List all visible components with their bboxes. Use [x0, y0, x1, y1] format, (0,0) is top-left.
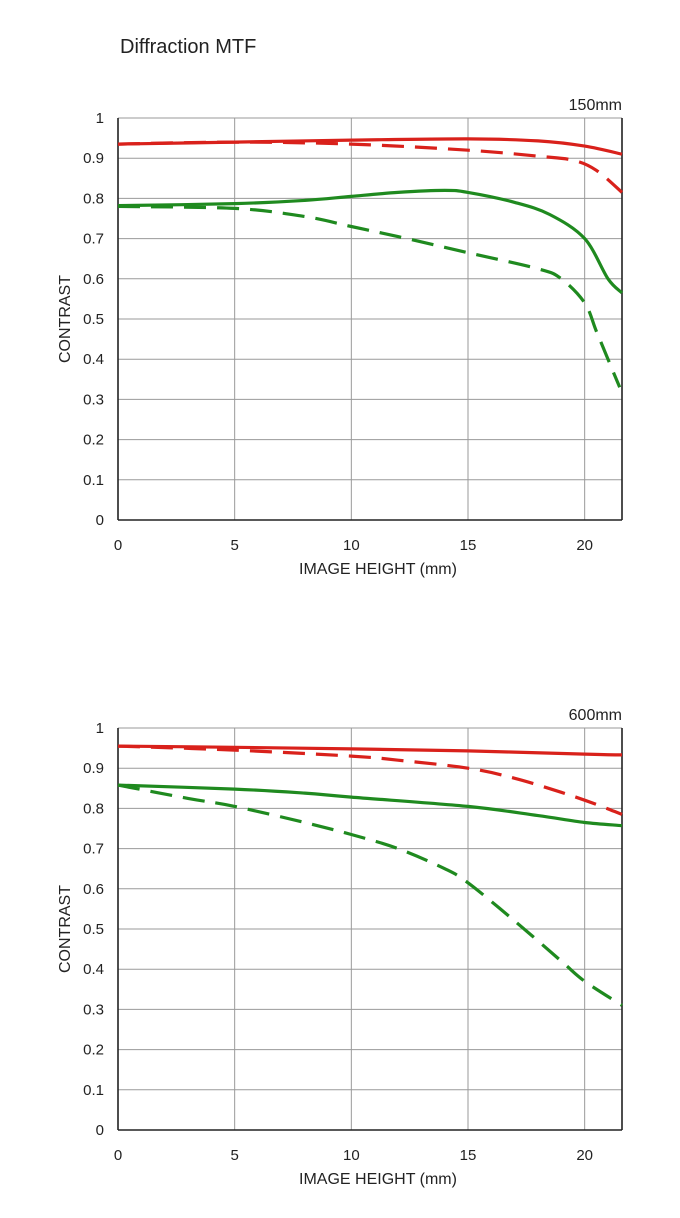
focal-length-label: 600mm	[569, 707, 622, 724]
y-tick-label: 0	[96, 1122, 104, 1139]
y-tick-label: 0.7	[83, 231, 104, 248]
y-tick-label: 1	[96, 720, 104, 737]
x-tick-label: 0	[114, 1147, 122, 1164]
y-tick-label: 0.4	[83, 961, 104, 978]
y-tick-label: 0.9	[83, 760, 104, 777]
green-solid-series-line	[117, 783, 623, 828]
y-tick-label: 0.8	[83, 190, 104, 207]
x-tick-label: 20	[576, 1147, 593, 1164]
x-tick-label: 5	[230, 537, 238, 554]
red-solid-series-line	[117, 744, 623, 757]
page-title: Diffraction MTF	[120, 36, 257, 58]
x-tick-label: 10	[343, 537, 360, 554]
y-tick-label: 0.3	[83, 391, 104, 408]
y-tick-label: 0.7	[83, 841, 104, 858]
y-tick-label: 0.6	[83, 881, 104, 898]
y-tick-label: 0.1	[83, 472, 104, 489]
y-tick-label: 0.2	[83, 432, 104, 449]
y-axis-label: CONTRAST	[57, 885, 74, 973]
y-tick-label: 0.6	[83, 271, 104, 288]
x-axis-label: IMAGE HEIGHT (mm)	[299, 1171, 457, 1188]
y-tick-label: 0.9	[83, 150, 104, 167]
x-tick-label: 0	[114, 537, 122, 554]
y-tick-label: 1	[96, 110, 104, 127]
red-dashed-series-line	[117, 744, 623, 816]
y-tick-label: 0	[96, 512, 104, 529]
y-tick-label: 0.2	[83, 1042, 104, 1059]
x-tick-label: 15	[460, 537, 477, 554]
y-tick-label: 0.4	[83, 351, 104, 368]
green-solid-series-line	[117, 188, 624, 295]
red-dashed-series-line	[117, 140, 624, 194]
x-axis-label: IMAGE HEIGHT (mm)	[299, 561, 457, 578]
green-dashed-series-line	[117, 204, 622, 388]
x-tick-label: 20	[576, 537, 593, 554]
y-tick-label: 0.1	[83, 1082, 104, 1099]
x-tick-label: 15	[460, 1147, 477, 1164]
y-tick-label: 0.8	[83, 800, 104, 817]
y-tick-label: 0.3	[83, 1001, 104, 1018]
x-tick-label: 5	[230, 1147, 238, 1164]
y-axis-label: CONTRAST	[57, 275, 74, 363]
focal-length-label: 150mm	[569, 97, 622, 114]
y-tick-label: 0.5	[83, 311, 104, 328]
y-tick-label: 0.5	[83, 921, 104, 938]
green-dashed-series-line	[117, 783, 623, 1007]
x-tick-label: 10	[343, 1147, 360, 1164]
